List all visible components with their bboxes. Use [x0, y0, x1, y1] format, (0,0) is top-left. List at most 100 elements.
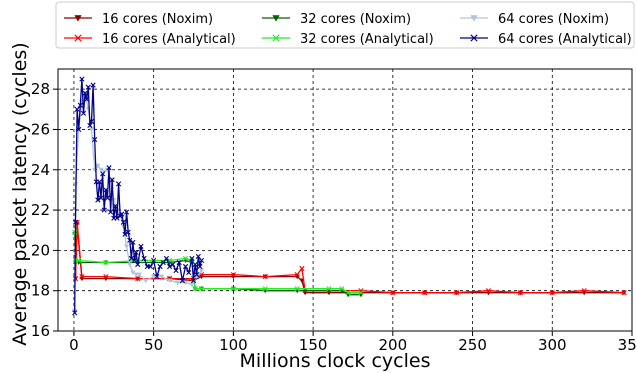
data-point — [109, 177, 115, 183]
data-point — [190, 278, 197, 284]
data-point — [454, 290, 460, 296]
data-point — [82, 90, 88, 96]
y-axis: 16 18 20 22 24 26 28 — [31, 80, 58, 340]
data-point — [72, 310, 78, 316]
data-point — [581, 288, 587, 294]
data-point — [96, 179, 103, 185]
data-point — [174, 280, 181, 286]
series-2 — [72, 232, 364, 298]
legend-label: 64 cores (Analytical) — [498, 32, 632, 47]
data-point — [136, 272, 142, 278]
legend-swatch-marker — [74, 34, 82, 42]
data-point — [195, 253, 201, 260]
x-tick-label: 100 — [219, 336, 248, 354]
data-point — [339, 286, 345, 292]
data-point — [127, 237, 133, 243]
series-layer — [72, 76, 627, 316]
data-point — [135, 276, 141, 282]
data-point — [88, 118, 95, 124]
data-point — [133, 272, 139, 278]
data-point — [130, 239, 136, 245]
grid — [58, 69, 633, 332]
data-point — [106, 165, 112, 171]
series-5 — [72, 76, 205, 316]
data-point — [108, 209, 114, 215]
data-point — [182, 255, 189, 262]
data-point — [159, 274, 165, 280]
legend-label: 16 cores (Analytical) — [102, 32, 236, 47]
legend-swatch-marker — [470, 15, 478, 22]
legend-swatch-marker — [470, 34, 478, 42]
data-point — [147, 263, 154, 270]
data-point — [138, 243, 144, 249]
data-point — [112, 203, 118, 209]
data-point — [123, 209, 130, 215]
data-point — [485, 288, 492, 294]
data-point — [230, 286, 236, 292]
y-axis-label: Average packet latency (cycles) — [9, 42, 31, 345]
data-point — [141, 255, 147, 262]
data-point — [198, 286, 205, 292]
x-tick-label: 350 — [618, 336, 637, 354]
x-tick-label: 200 — [379, 336, 408, 354]
legend-item: 32 cores (Noxim) — [262, 12, 411, 27]
data-point — [103, 259, 109, 266]
series-line — [74, 223, 624, 294]
data-point — [125, 229, 131, 235]
legend-item: 16 cores (Noxim) — [64, 12, 213, 27]
data-point — [76, 126, 82, 133]
legend-swatch-marker — [74, 15, 82, 22]
legend-item: 16 cores (Analytical) — [64, 32, 236, 47]
data-point — [133, 249, 139, 255]
data-point — [120, 219, 126, 225]
data-point — [166, 278, 173, 284]
data-point — [151, 274, 157, 280]
y-tick-label: 18 — [31, 282, 50, 300]
data-point — [101, 207, 107, 213]
data-point — [80, 110, 87, 116]
data-point — [122, 231, 128, 237]
data-point — [262, 286, 268, 292]
data-point — [128, 255, 134, 262]
y-tick-label: 28 — [31, 80, 50, 98]
series-line — [74, 78, 203, 313]
x-tick-label: 250 — [458, 336, 487, 354]
legend-label: 32 cores (Analytical) — [300, 32, 434, 47]
x-tick-label: 300 — [538, 336, 567, 354]
series-0 — [72, 222, 627, 296]
legend-label: 64 cores (Noxim) — [498, 12, 609, 27]
series-line — [74, 234, 361, 296]
data-point — [163, 255, 170, 262]
data-point — [230, 271, 236, 278]
x-tick-label: 50 — [144, 336, 163, 354]
data-point — [135, 261, 141, 268]
data-point — [111, 197, 117, 203]
legend-swatch-marker — [272, 34, 280, 42]
legend-swatch-marker — [272, 15, 280, 22]
data-point — [95, 163, 101, 169]
data-point — [299, 265, 305, 272]
data-point — [84, 96, 90, 102]
data-point — [77, 102, 83, 108]
data-point — [621, 290, 627, 296]
data-point — [186, 269, 192, 276]
data-point — [326, 286, 332, 292]
series-line — [74, 221, 625, 294]
data-point — [160, 259, 166, 266]
data-point — [358, 290, 364, 296]
series-1 — [72, 219, 627, 296]
legend-item: 64 cores (Noxim) — [460, 12, 609, 27]
data-point — [90, 82, 96, 88]
data-point — [114, 215, 120, 221]
data-point — [104, 195, 111, 201]
data-point — [173, 267, 179, 274]
x-axis: 0 50 100 150 200 250 300 350 — [69, 331, 637, 354]
data-point — [103, 273, 109, 280]
data-point — [103, 187, 109, 193]
data-point — [345, 290, 351, 296]
legend-frame — [55, 1, 635, 49]
legend-label: 16 cores (Noxim) — [102, 12, 213, 27]
legend: 16 cores (Noxim) 16 cores (Analytical) 32 … — [55, 1, 635, 49]
data-point — [182, 263, 189, 270]
data-point — [198, 257, 205, 264]
